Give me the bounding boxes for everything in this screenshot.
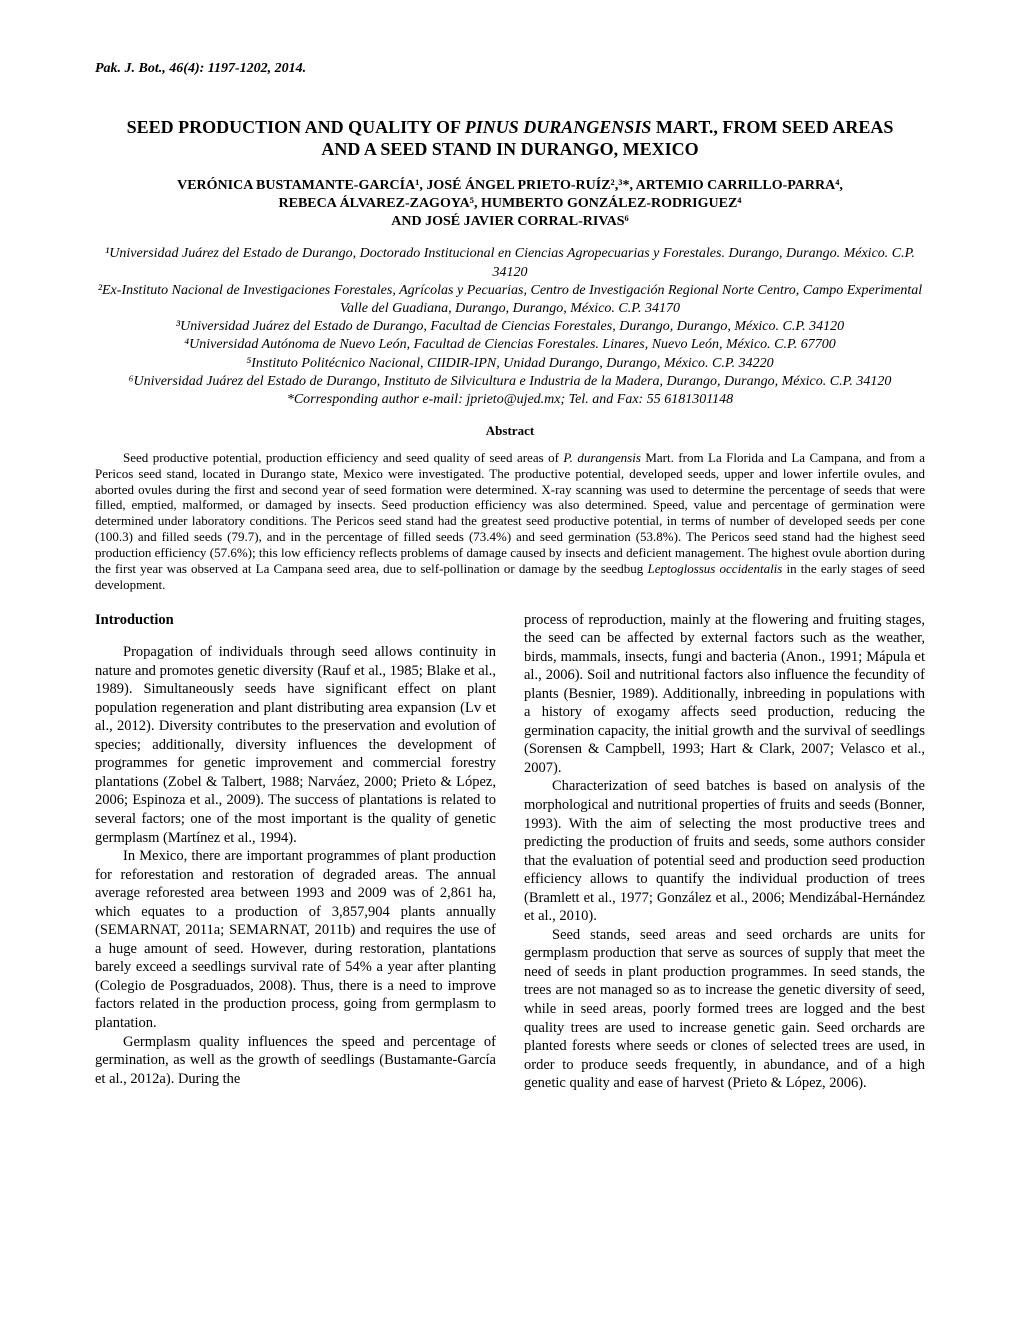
column-right: process of reproduction, mainly at the f… bbox=[524, 611, 925, 1093]
journal-citation: Pak. J. Bot., 46(4): 1197-1202, 2014. bbox=[95, 60, 925, 78]
intro-para-4: process of reproduction, mainly at the f… bbox=[524, 611, 925, 778]
affiliation-2: ²Ex-Instituto Nacional de Investigacione… bbox=[95, 282, 925, 318]
paper-title: SEED PRODUCTION AND QUALITY OF PINUS DUR… bbox=[95, 116, 925, 161]
abstract-mid: Mart. from La Florida and La Campana, an… bbox=[95, 450, 925, 576]
abstract-pre: Seed productive potential, production ef… bbox=[123, 450, 563, 465]
affiliations-block: ¹Universidad Juárez del Estado de Durang… bbox=[95, 245, 925, 409]
corresponding-author: *Corresponding author e-mail: jprieto@uj… bbox=[95, 391, 925, 409]
authors-line-3: AND JOSÉ JAVIER CORRAL-RIVAS⁶ bbox=[95, 213, 925, 231]
affiliation-3: ³Universidad Juárez del Estado de Durang… bbox=[95, 318, 925, 336]
authors-line-2: REBECA ÁLVAREZ-ZAGOYA⁵, HUMBERTO GONZÁLE… bbox=[95, 195, 925, 213]
authors-block: VERÓNICA BUSTAMANTE-GARCÍA¹, JOSÉ ÁNGEL … bbox=[95, 177, 925, 232]
affiliation-1: ¹Universidad Juárez del Estado de Durang… bbox=[95, 245, 925, 281]
intro-para-5: Characterization of seed batches is base… bbox=[524, 777, 925, 925]
column-left: Introduction Propagation of individuals … bbox=[95, 611, 496, 1093]
intro-para-1: Propagation of individuals through seed … bbox=[95, 643, 496, 847]
title-species: PINUS DURANGENSIS bbox=[465, 117, 652, 137]
affiliation-6: ⁶Universidad Juárez del Estado de Durang… bbox=[95, 373, 925, 391]
intro-para-2: In Mexico, there are important programme… bbox=[95, 847, 496, 1032]
affiliation-4: ⁴Universidad Autónoma de Nuevo León, Fac… bbox=[95, 336, 925, 354]
title-pre: SEED PRODUCTION AND QUALITY OF bbox=[127, 117, 465, 137]
intro-para-3: Germplasm quality influences the speed a… bbox=[95, 1033, 496, 1089]
abstract-species-2: Leptoglossus occidentalis bbox=[647, 561, 782, 576]
authors-line-1: VERÓNICA BUSTAMANTE-GARCÍA¹, JOSÉ ÁNGEL … bbox=[95, 177, 925, 195]
intro-para-6: Seed stands, seed areas and seed orchard… bbox=[524, 926, 925, 1093]
introduction-heading: Introduction bbox=[95, 611, 496, 630]
abstract-text: Seed productive potential, production ef… bbox=[95, 450, 925, 593]
affiliation-5: ⁵Instituto Politécnico Nacional, CIIDIR-… bbox=[95, 355, 925, 373]
body-columns: Introduction Propagation of individuals … bbox=[95, 611, 925, 1093]
abstract-heading: Abstract bbox=[95, 423, 925, 440]
abstract-species-1: P. durangensis bbox=[563, 450, 641, 465]
